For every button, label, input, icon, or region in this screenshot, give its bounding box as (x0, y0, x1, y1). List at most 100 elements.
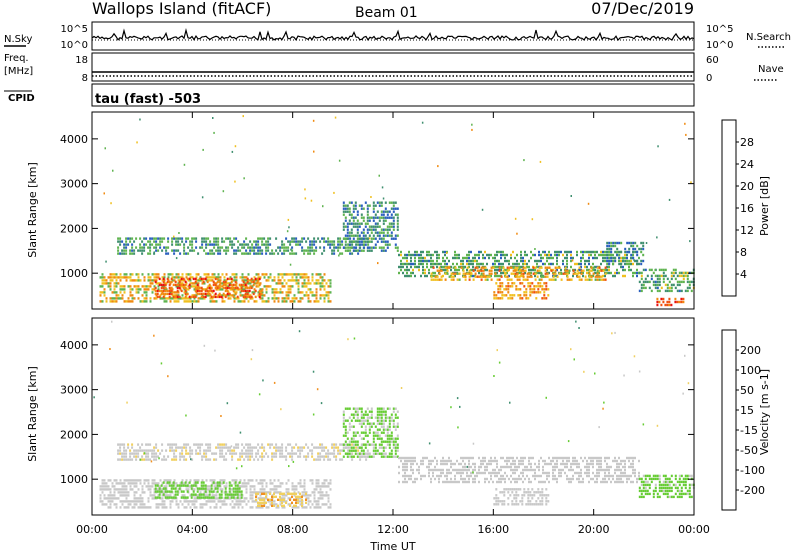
heatmap-cell (370, 416, 373, 419)
heatmap-cell (588, 462, 590, 466)
heatmap-cell (370, 216, 373, 219)
heatmap-cell (506, 271, 508, 275)
heatmap-cell (172, 496, 175, 499)
heatmap-cell (612, 241, 615, 245)
heatmap-cell (209, 276, 212, 279)
heatmap-cell (626, 456, 628, 460)
heatmap-cell (191, 282, 194, 285)
heatmap-cell (452, 275, 455, 278)
heatmap-cell (576, 275, 579, 278)
heatmap-cell (281, 285, 284, 288)
heatmap-cell (622, 274, 624, 278)
heatmap-cell (121, 288, 124, 291)
heatmap-cell (319, 240, 322, 243)
heatmap-cell (287, 503, 290, 506)
heatmap-cell (253, 252, 256, 255)
heatmap-cell (127, 297, 130, 300)
heatmap-cell (247, 479, 250, 482)
heatmap-cell (213, 485, 216, 488)
heatmap-cell (388, 225, 391, 228)
heatmap-cell (490, 459, 492, 463)
scatter-echo (286, 230, 289, 233)
heatmap-cell (640, 247, 643, 251)
heatmap-cell (279, 495, 281, 498)
heatmap-cell (444, 266, 447, 269)
heatmap-cell (380, 416, 383, 419)
heatmap-cell (341, 449, 344, 452)
heatmap-cell (191, 243, 194, 246)
heatmap-cell (301, 495, 303, 498)
heatmap-cell (205, 494, 208, 497)
heatmap-cell (514, 266, 517, 269)
heatmap-cell (325, 455, 328, 458)
heatmap-cell (396, 443, 399, 446)
heatmap-cell (203, 449, 206, 452)
heatmap-cell (512, 266, 515, 269)
heatmap-cell (173, 443, 176, 446)
heatmap-cell (376, 419, 379, 422)
heatmap-cell (494, 253, 496, 257)
heatmap-cell (544, 269, 547, 272)
heatmap-cell (197, 288, 200, 291)
heatmap-cell (370, 231, 373, 234)
heatmap-cell (131, 243, 134, 246)
heatmap-cell (588, 256, 590, 260)
heatmap-cell (263, 449, 266, 452)
heatmap-cell (187, 279, 190, 282)
y-tick-label: 1000 (60, 267, 88, 280)
heatmap-cell (301, 285, 304, 288)
heatmap-cell (542, 468, 544, 472)
heatmap-cell (678, 280, 681, 284)
heatmap-cell (226, 292, 229, 296)
heatmap-cell (446, 477, 448, 481)
heatmap-cell (541, 297, 544, 300)
heatmap-cell (490, 274, 492, 278)
heatmap-cell (396, 449, 399, 452)
heatmap-cell (185, 452, 188, 455)
heatmap-cell (584, 465, 586, 469)
heatmap-cell (358, 455, 361, 458)
heatmap-cell (183, 249, 186, 252)
heatmap-cell (221, 297, 224, 300)
heatmap-cell (368, 428, 371, 431)
heatmap-cell (360, 419, 363, 422)
heatmap-cell (183, 455, 186, 458)
heatmap-cell (315, 297, 318, 300)
heatmap-cell (556, 477, 558, 481)
heatmap-cell (520, 265, 522, 269)
heatmap-cell (321, 282, 324, 285)
heatmap-cell (137, 288, 140, 291)
heatmap-cell (233, 252, 236, 255)
heatmap-cell (277, 291, 280, 294)
heatmap-cell (184, 289, 187, 293)
heatmap-cell (545, 285, 548, 288)
heatmap-cell (161, 506, 164, 509)
heatmap-cell (488, 471, 490, 475)
heatmap-cell (137, 479, 140, 482)
heatmap-cell (374, 216, 377, 219)
heatmap-cell (259, 237, 262, 240)
heatmap-cell (456, 272, 459, 275)
heatmap-cell (157, 273, 160, 276)
heatmap-cell (548, 278, 551, 281)
heatmap-cell (612, 459, 614, 463)
heatmap-cell (594, 278, 597, 281)
heatmap-cell (358, 204, 361, 207)
heatmap-cell (460, 262, 462, 266)
heatmap-cell (564, 266, 567, 269)
heatmap-cell (610, 465, 612, 469)
heatmap-cell (259, 294, 262, 297)
heatmap-cell (604, 471, 606, 475)
heatmap-cell (141, 485, 144, 488)
heatmap-cell (153, 276, 156, 279)
heatmap-cell (211, 494, 214, 497)
heatmap-cell (572, 456, 574, 460)
heatmap-cell (295, 237, 298, 240)
heatmap-cell (372, 228, 375, 231)
heatmap-cell (444, 259, 446, 263)
heatmap-cell (241, 243, 244, 246)
scatter-echo (657, 145, 659, 148)
heatmap-cell (235, 291, 238, 294)
